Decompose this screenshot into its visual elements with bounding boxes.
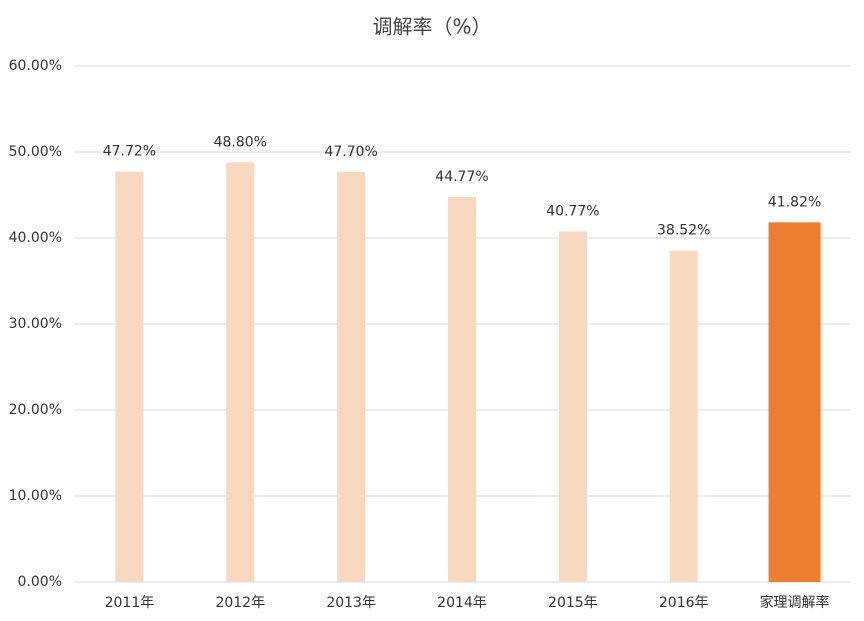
y-tick-label: 30.00% (9, 316, 62, 332)
y-tick-label: 40.00% (9, 230, 62, 246)
x-tick-label: 2013年 (326, 595, 376, 611)
value-label: 47.72% (103, 144, 156, 160)
y-tick-label: 60.00% (9, 58, 62, 74)
x-tick-label: 2012年 (215, 595, 265, 611)
bar (448, 196, 476, 582)
x-tick-label: 2014年 (437, 595, 487, 611)
chart-title: 调解率（%） (372, 15, 491, 39)
value-label: 47.70% (324, 144, 377, 160)
x-tick-label: 2015年 (548, 595, 598, 611)
value-label: 48.80% (214, 134, 267, 150)
y-tick-label: 0.00% (18, 574, 62, 590)
bar (768, 222, 821, 582)
y-tick-label: 20.00% (9, 402, 62, 418)
bar (558, 231, 587, 583)
value-label: 38.52% (657, 223, 710, 239)
bar (337, 171, 366, 582)
bar (115, 171, 144, 582)
x-tick-label: 家理调解率 (760, 594, 830, 611)
y-tick-label: 50.00% (9, 144, 62, 160)
value-label: 41.82% (768, 194, 821, 210)
x-tick-label: 2011年 (105, 595, 155, 611)
bar (226, 162, 255, 582)
x-tick-label: 2016年 (659, 595, 709, 611)
y-tick-label: 10.00% (9, 488, 62, 504)
bar (669, 250, 698, 582)
value-label: 44.77% (435, 169, 488, 185)
value-label: 40.77% (546, 203, 599, 219)
